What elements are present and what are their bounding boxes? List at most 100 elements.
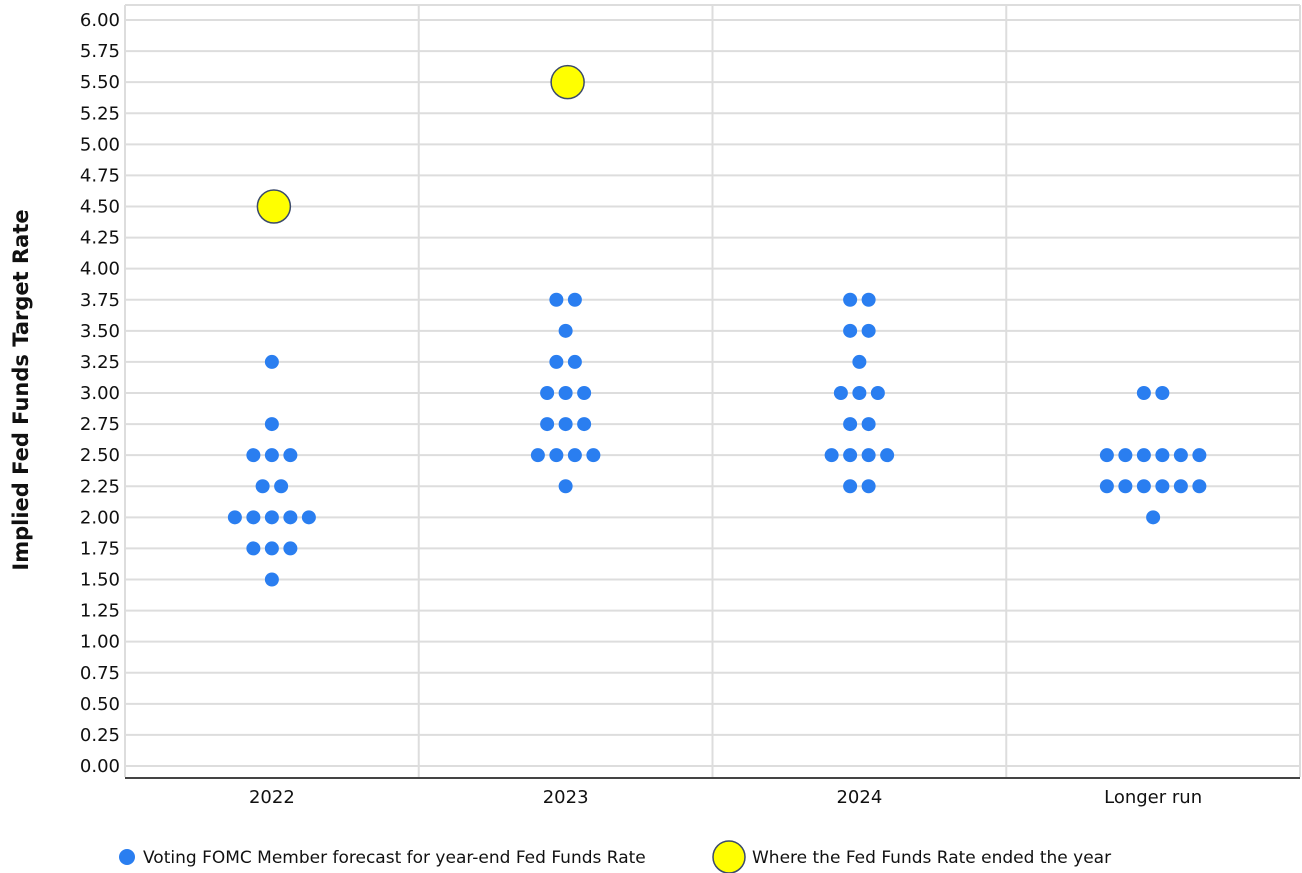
forecast-dot	[843, 448, 858, 463]
forecast-dot	[1136, 448, 1151, 463]
y-tick-label: 2.75	[80, 414, 120, 435]
forecast-dot	[264, 354, 279, 369]
legend-label: Voting FOMC Member forecast for year-end…	[143, 848, 646, 868]
forecast-dot	[1155, 448, 1170, 463]
forecast-dot	[264, 448, 279, 463]
forecast-dot	[1136, 386, 1151, 400]
forecast-dot	[1155, 479, 1170, 494]
forecast-dot	[283, 541, 298, 556]
forecast-dot	[843, 417, 858, 432]
forecast-dot	[246, 541, 261, 556]
forecast-dot	[1099, 479, 1114, 494]
legend-label: Where the Fed Funds Rate ended the year	[752, 848, 1111, 868]
forecast-dot	[1118, 448, 1133, 463]
forecast-dot	[558, 417, 573, 432]
y-tick-label: 6.00	[80, 10, 120, 31]
y-axis-label: Implied Fed Funds Target Rate	[9, 209, 33, 570]
year-end-rate	[256, 189, 292, 224]
forecast-dot	[558, 386, 573, 400]
forecast-dot	[227, 510, 242, 525]
y-tick-label: 1.75	[80, 538, 120, 559]
x-tick-label: 2022	[249, 787, 295, 808]
y-tick-label: 2.50	[80, 445, 120, 466]
forecast-dot	[843, 323, 858, 338]
y-tick-label: 1.00	[80, 632, 120, 653]
y-tick-label: 3.00	[80, 383, 120, 404]
forecast-dot	[558, 323, 573, 338]
forecast-dot	[586, 448, 601, 463]
y-tick-label: 3.25	[80, 352, 120, 373]
forecast-dot	[540, 417, 555, 432]
forecast-dot	[567, 354, 582, 369]
forecast-dot	[274, 479, 289, 494]
y-tick-label: 3.75	[80, 290, 120, 311]
forecast-dot	[843, 292, 858, 307]
y-tick-label: 5.00	[80, 134, 120, 155]
y-tick-label: 5.25	[80, 103, 120, 124]
year-end-rate	[550, 64, 585, 100]
forecast-dot	[861, 292, 876, 307]
forecast-dot	[567, 448, 582, 463]
forecast-dot	[833, 386, 848, 400]
y-tick-label: 0.75	[80, 663, 120, 684]
x-tick-label: Longer run	[1104, 787, 1202, 808]
y-tick-label: 4.00	[80, 259, 120, 280]
y-tick-label: 4.50	[80, 197, 120, 218]
forecast-dot	[1155, 386, 1170, 400]
y-tick-label: 4.75	[80, 165, 120, 186]
y-tick-label: 0.00	[80, 756, 120, 777]
legend-swatch	[712, 840, 746, 873]
forecast-dot	[1099, 448, 1114, 463]
y-tick-label: 5.50	[80, 72, 120, 93]
x-tick-label: 2023	[543, 787, 589, 808]
forecast-dot	[264, 417, 279, 432]
y-tick-label: 2.25	[80, 476, 120, 497]
forecast-dot	[1136, 479, 1151, 494]
y-tick-label: 5.75	[80, 41, 120, 62]
forecast-dot	[1192, 448, 1207, 463]
forecast-dot	[1146, 510, 1161, 525]
forecast-dot	[301, 510, 316, 525]
forecast-dot	[861, 417, 876, 432]
forecast-dot	[861, 323, 876, 338]
legend-swatch	[119, 849, 135, 865]
y-tick-label: 0.50	[80, 694, 120, 715]
forecast-dot	[530, 448, 545, 463]
forecast-dot	[567, 292, 582, 307]
forecast-dot	[246, 510, 261, 525]
forecast-dot	[577, 417, 592, 432]
x-tick-label: 2024	[836, 787, 882, 808]
forecast-dot	[283, 510, 298, 525]
y-tick-label: 0.25	[80, 725, 120, 746]
forecast-dot	[255, 479, 270, 494]
forecast-dot	[1192, 479, 1207, 494]
forecast-dot	[880, 448, 895, 463]
y-tick-label: 4.25	[80, 228, 120, 249]
forecast-dot	[861, 479, 876, 494]
forecast-dot	[870, 386, 885, 400]
forecast-dot	[558, 479, 573, 494]
forecast-dot	[549, 354, 564, 369]
forecast-dot	[1173, 448, 1188, 463]
y-tick-label: 3.50	[80, 321, 120, 342]
forecast-dot	[264, 541, 279, 556]
forecast-dot	[549, 292, 564, 307]
y-tick-label: 2.00	[80, 507, 120, 528]
forecast-dot	[852, 386, 867, 400]
forecast-dot	[843, 479, 858, 494]
forecast-dot	[1118, 479, 1133, 494]
forecast-dot	[1173, 479, 1188, 494]
forecast-dot	[540, 386, 555, 400]
y-tick-label: 1.25	[80, 601, 120, 622]
forecast-dot	[852, 354, 867, 369]
forecast-dot	[264, 510, 279, 525]
forecast-dot	[824, 448, 839, 463]
y-tick-label: 1.50	[80, 570, 120, 591]
forecast-dot	[283, 448, 298, 463]
forecast-dot	[861, 448, 876, 463]
forecast-dot	[246, 448, 261, 463]
forecast-dot	[577, 386, 592, 400]
forecast-dot	[264, 572, 279, 587]
forecast-dot	[549, 448, 564, 463]
